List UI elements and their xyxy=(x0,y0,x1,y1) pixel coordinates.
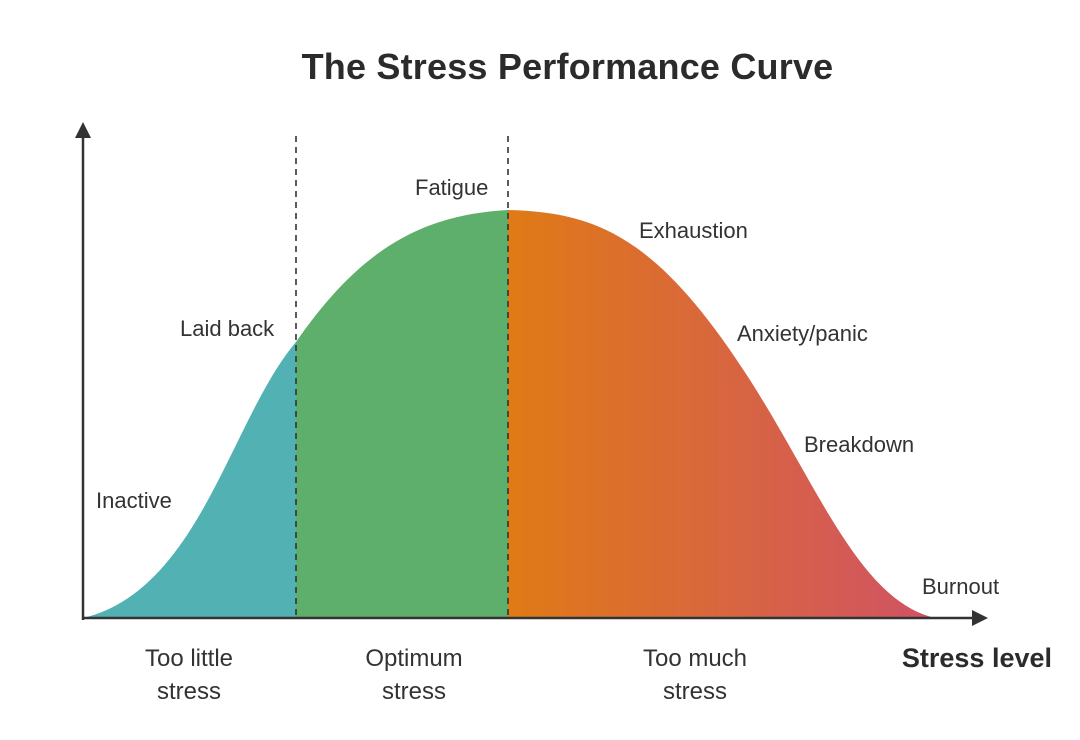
label-fatigue: Fatigue xyxy=(415,175,488,200)
x-axis-title: Stress level xyxy=(902,643,1052,673)
label-burnout: Burnout xyxy=(922,574,999,599)
zone-label-optimum-line2: stress xyxy=(382,678,446,705)
zone-label-too-little-line1: Too little xyxy=(145,645,233,672)
too-much-stress-zone xyxy=(508,210,935,618)
label-exhaustion: Exhaustion xyxy=(639,218,748,243)
label-laid-back: Laid back xyxy=(180,316,275,341)
y-axis-arrow-icon xyxy=(75,122,91,138)
zone-label-too-little-line2: stress xyxy=(157,678,221,705)
x-axis-arrow-icon xyxy=(972,610,988,626)
label-inactive: Inactive xyxy=(96,488,172,513)
curve-fill-group xyxy=(83,210,935,618)
optimum-stress-zone xyxy=(296,210,508,618)
label-anxiety-panic: Anxiety/panic xyxy=(737,321,868,346)
label-breakdown: Breakdown xyxy=(804,432,914,457)
too-little-stress-zone xyxy=(83,210,296,618)
zone-label-too-much-line2: stress xyxy=(663,678,727,705)
zone-label-too-much-line1: Too much xyxy=(643,645,747,672)
diagram-title: The Stress Performance Curve xyxy=(301,46,834,87)
zone-label-optimum-line1: Optimum xyxy=(365,645,462,672)
